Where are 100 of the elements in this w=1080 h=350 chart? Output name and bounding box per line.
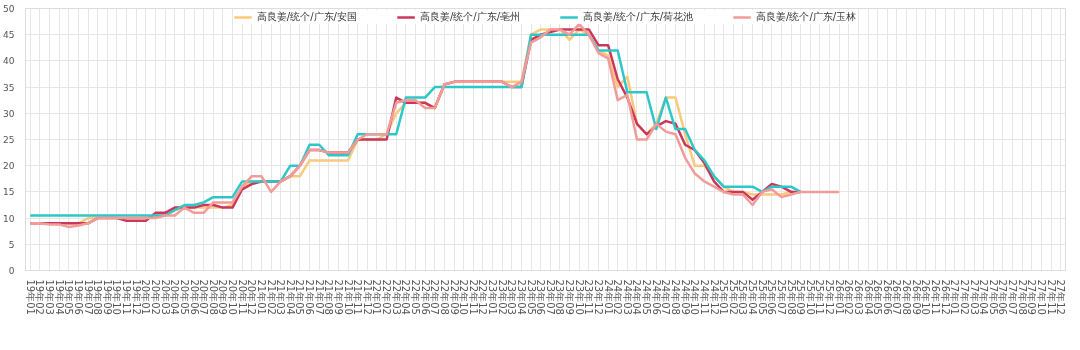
x-tick-label: 27年02 <box>958 279 970 315</box>
x-tick-label: 24年07 <box>660 279 672 315</box>
x-tick-label: 22年12 <box>477 279 489 315</box>
x-tick-label: 20年04 <box>169 279 181 315</box>
x-tick-label: 21年06 <box>304 279 316 315</box>
x-tick-label: 25年03 <box>737 279 749 315</box>
x-tick-label: 22年02 <box>381 279 393 315</box>
x-tick-label: 25年09 <box>795 279 807 315</box>
x-tick-label: 21年12 <box>361 279 373 315</box>
x-tick-label: 25年04 <box>747 279 759 315</box>
x-tick-label: 23年11 <box>583 279 595 315</box>
x-tick-label: 27年10 <box>1035 279 1047 315</box>
x-tick-label: 19年01 <box>24 279 36 315</box>
legend-label: 高良姜/统个/广东/玉林 <box>756 10 857 24</box>
x-tick-label: 26年04 <box>862 279 874 315</box>
x-tick-label: 24年01 <box>602 279 614 315</box>
y-tick-label: 25 <box>3 135 15 145</box>
y-tick-label: 15 <box>3 187 15 198</box>
x-tick-label: 26年05 <box>872 279 884 315</box>
x-tick-label: 19年11 <box>121 279 133 315</box>
x-tick-label: 24年12 <box>708 279 720 315</box>
y-tick-label: 35 <box>3 82 15 93</box>
x-tick-label: 25年08 <box>785 279 797 315</box>
x-tick-label: 26年01 <box>833 279 845 315</box>
x-tick-label: 27年04 <box>978 279 990 315</box>
x-tick-label: 22年10 <box>458 279 470 315</box>
x-tick-label: 26年10 <box>920 279 932 315</box>
x-tick-label: 26年03 <box>852 279 864 315</box>
x-tick-label: 21年09 <box>332 279 344 315</box>
x-tick-label: 21年05 <box>294 279 306 315</box>
x-tick-label: 24年06 <box>650 279 662 315</box>
x-tick-label: 21年10 <box>342 279 354 315</box>
x-tick-label: 24年10 <box>689 279 701 315</box>
x-tick-label: 20年11 <box>236 279 248 315</box>
x-tick-label: 23年01 <box>487 279 499 315</box>
x-tick-label: 20年07 <box>198 279 210 315</box>
x-tick-label: 25年07 <box>775 279 787 315</box>
x-tick-label: 23年06 <box>535 279 547 315</box>
y-tick-label: 45 <box>3 30 15 41</box>
x-tick-label: 27年03 <box>968 279 980 315</box>
x-tick-label: 23年09 <box>564 279 576 315</box>
y-tick-label: 20 <box>3 161 15 172</box>
x-tick-label: 26年11 <box>930 279 941 315</box>
x-tick-label: 19年06 <box>72 279 84 315</box>
x-tick-label: 24年05 <box>641 279 653 315</box>
x-tick-label: 20年08 <box>207 279 219 315</box>
x-tick-label: 22年07 <box>429 279 441 315</box>
x-tick-label: 24年02 <box>612 279 624 315</box>
x-tick-label: 19年08 <box>92 279 104 315</box>
x-tick-label: 23年12 <box>592 279 604 315</box>
x-tick-label: 22年11 <box>467 279 479 315</box>
x-tick-label: 23年03 <box>506 279 518 315</box>
x-tick-label: 25年05 <box>756 279 768 315</box>
legend-label: 高良姜/统个/广东/亳州 <box>419 10 520 24</box>
x-tick-label: 22年06 <box>419 279 431 315</box>
x-tick-label: 21年01 <box>255 279 267 315</box>
x-tick-label: 24年09 <box>679 279 691 315</box>
x-tick-label: 19年04 <box>53 279 65 315</box>
x-tick-label: 27年06 <box>997 279 1009 315</box>
x-tick-label: 27年11 <box>1045 279 1057 315</box>
x-tick-label: 21年04 <box>284 279 296 315</box>
x-tick-label: 26年09 <box>910 279 922 315</box>
y-tick-label: 30 <box>3 108 15 119</box>
x-tick-label: 20年03 <box>159 279 171 315</box>
x-tick-label: 23年05 <box>525 279 537 315</box>
x-tick-label: 20年05 <box>178 279 190 315</box>
x-tick-label: 24年08 <box>670 279 681 315</box>
x-tick-label: 19年10 <box>111 279 123 315</box>
x-tick-label: 23年02 <box>496 279 508 315</box>
x-tick-label: 23年07 <box>544 279 556 315</box>
x-tick-label: 22年05 <box>410 279 421 315</box>
x-tick-label: 22年04 <box>400 279 412 315</box>
x-tick-label: 21年11 <box>352 279 364 315</box>
x-tick-label: 26年12 <box>939 279 951 315</box>
y-tick-label: 10 <box>3 213 15 224</box>
x-tick-label: 20年06 <box>188 279 200 315</box>
x-tick-label: 19年03 <box>44 279 56 315</box>
x-tick-label: 21年08 <box>323 279 335 315</box>
x-tick-label: 27年07 <box>1007 279 1019 315</box>
x-tick-label: 26年02 <box>843 279 855 315</box>
x-tick-label: 23年08 <box>554 279 566 315</box>
x-tick-label: 20年10 <box>227 279 239 315</box>
y-tick-label: 0 <box>8 266 15 276</box>
x-tick-label: 25年11 <box>814 279 826 315</box>
x-tick-label: 25年10 <box>804 279 816 315</box>
x-tick-label: 21年03 <box>275 279 287 315</box>
x-tick-label: 22年08 <box>438 279 450 315</box>
x-tick-label: 24年03 <box>621 279 633 315</box>
x-tick-label: 26年07 <box>891 279 903 315</box>
x-tick-label: 25年02 <box>727 279 739 315</box>
x-tick-label: 19年09 <box>101 279 113 315</box>
x-tick-label: 20年01 <box>140 279 152 315</box>
x-tick-label: 21年02 <box>265 279 277 315</box>
x-tick-label: 22年03 <box>390 279 402 315</box>
legend-label: 高良姜/统个/广东/安国 <box>256 10 357 24</box>
x-tick-label: 26年08 <box>901 279 913 315</box>
x-tick-label: 25年06 <box>766 279 778 315</box>
y-tick-label: 50 <box>3 4 15 14</box>
x-tick-label: 27年05 <box>987 279 999 315</box>
x-tick-label: 23年04 <box>515 279 527 315</box>
